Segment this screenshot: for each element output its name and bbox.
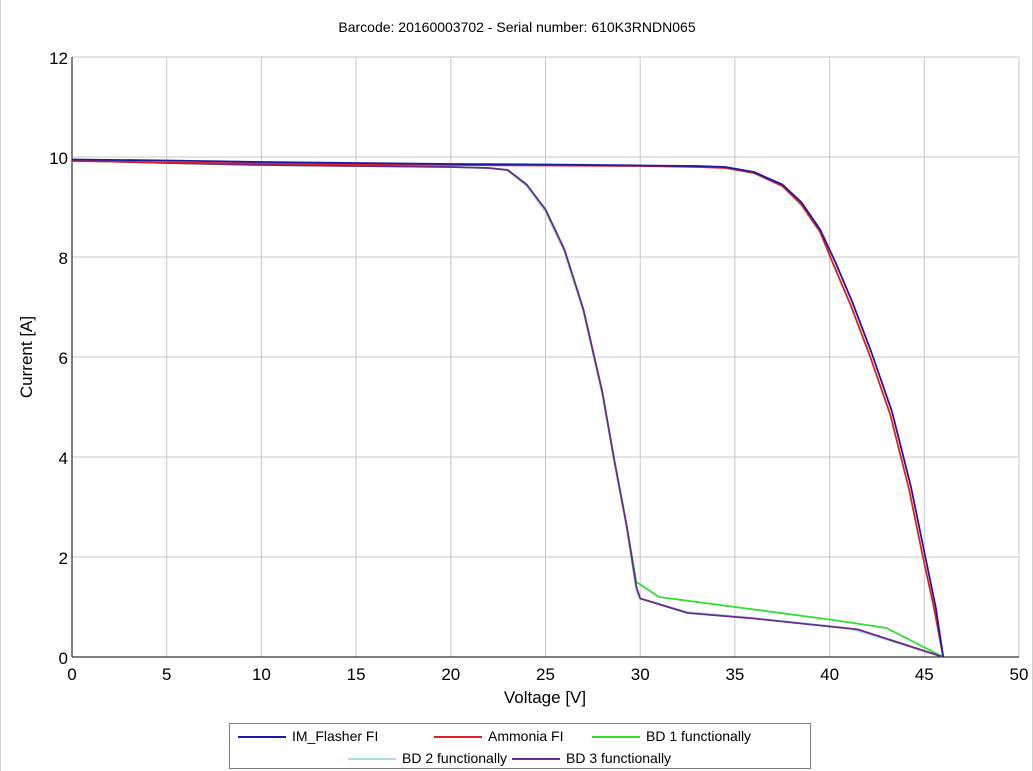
series-line-bd-1-functionally (71, 159, 944, 658)
x-axis-label: Voltage [V] (504, 688, 586, 707)
legend-swatch-ammonia (434, 736, 482, 739)
tick-labels: 0 5 10 15 20 25 30 35 40 45 50 0 2 4 6 8 10 12 (49, 49, 1028, 684)
x-tick-label: 20 (441, 665, 460, 684)
legend-item-bd3: BD 3 functionally (512, 750, 671, 766)
legend-swatch-bd3 (512, 758, 560, 761)
grid-lines (71, 56, 1020, 658)
y-tick-label: 2 (59, 549, 68, 568)
x-tick-label: 45 (915, 665, 934, 684)
chart-title: Barcode: 20160003702 - Serial number: 61… (338, 19, 695, 35)
y-tick-label: 8 (59, 249, 68, 268)
legend-label-im-flasher: IM_Flasher FI (292, 728, 379, 744)
x-tick-label: 50 (1010, 665, 1029, 684)
legend-swatch-bd2 (348, 758, 396, 761)
legend-item-bd1: BD 1 functionally (592, 728, 751, 744)
legend-label-bd1: BD 1 functionally (646, 728, 752, 744)
y-tick-label: 0 (59, 649, 68, 668)
legend-item-ammonia: Ammonia FI (434, 728, 563, 744)
x-tick-label: 15 (347, 665, 366, 684)
legend: IM_Flasher FI Ammonia FI BD 1 functional… (229, 723, 811, 769)
y-axis-label: Current [A] (17, 316, 36, 398)
x-tick-label: 5 (162, 665, 171, 684)
series-line-bd-2-functionally (71, 159, 944, 658)
series-line-ammonia-fi (71, 160, 945, 658)
y-tick-label: 6 (59, 349, 68, 368)
y-tick-label: 10 (49, 149, 68, 168)
x-tick-label: 40 (820, 665, 839, 684)
legend-item-bd2: BD 2 functionally (348, 750, 507, 766)
series-line-im-flasher-fi (71, 158, 945, 658)
x-tick-label: 25 (536, 665, 555, 684)
legend-label-bd2: BD 2 functionally (402, 750, 508, 766)
x-tick-label: 35 (725, 665, 744, 684)
legend-item-im-flasher: IM_Flasher FI (238, 728, 378, 744)
x-tick-label: 0 (67, 665, 76, 684)
y-tick-label: 4 (59, 449, 68, 468)
x-tick-label: 30 (631, 665, 650, 684)
legend-swatch-im-flasher (238, 736, 286, 739)
legend-label-bd3: BD 3 functionally (566, 750, 672, 766)
series-line-bd-3-functionally (71, 159, 944, 658)
x-tick-label: 10 (252, 665, 271, 684)
legend-swatch-bd1 (592, 736, 640, 739)
axes (71, 57, 1019, 658)
y-tick-label: 12 (49, 49, 68, 68)
series-lines (71, 158, 945, 658)
legend-label-ammonia: Ammonia FI (488, 728, 564, 744)
